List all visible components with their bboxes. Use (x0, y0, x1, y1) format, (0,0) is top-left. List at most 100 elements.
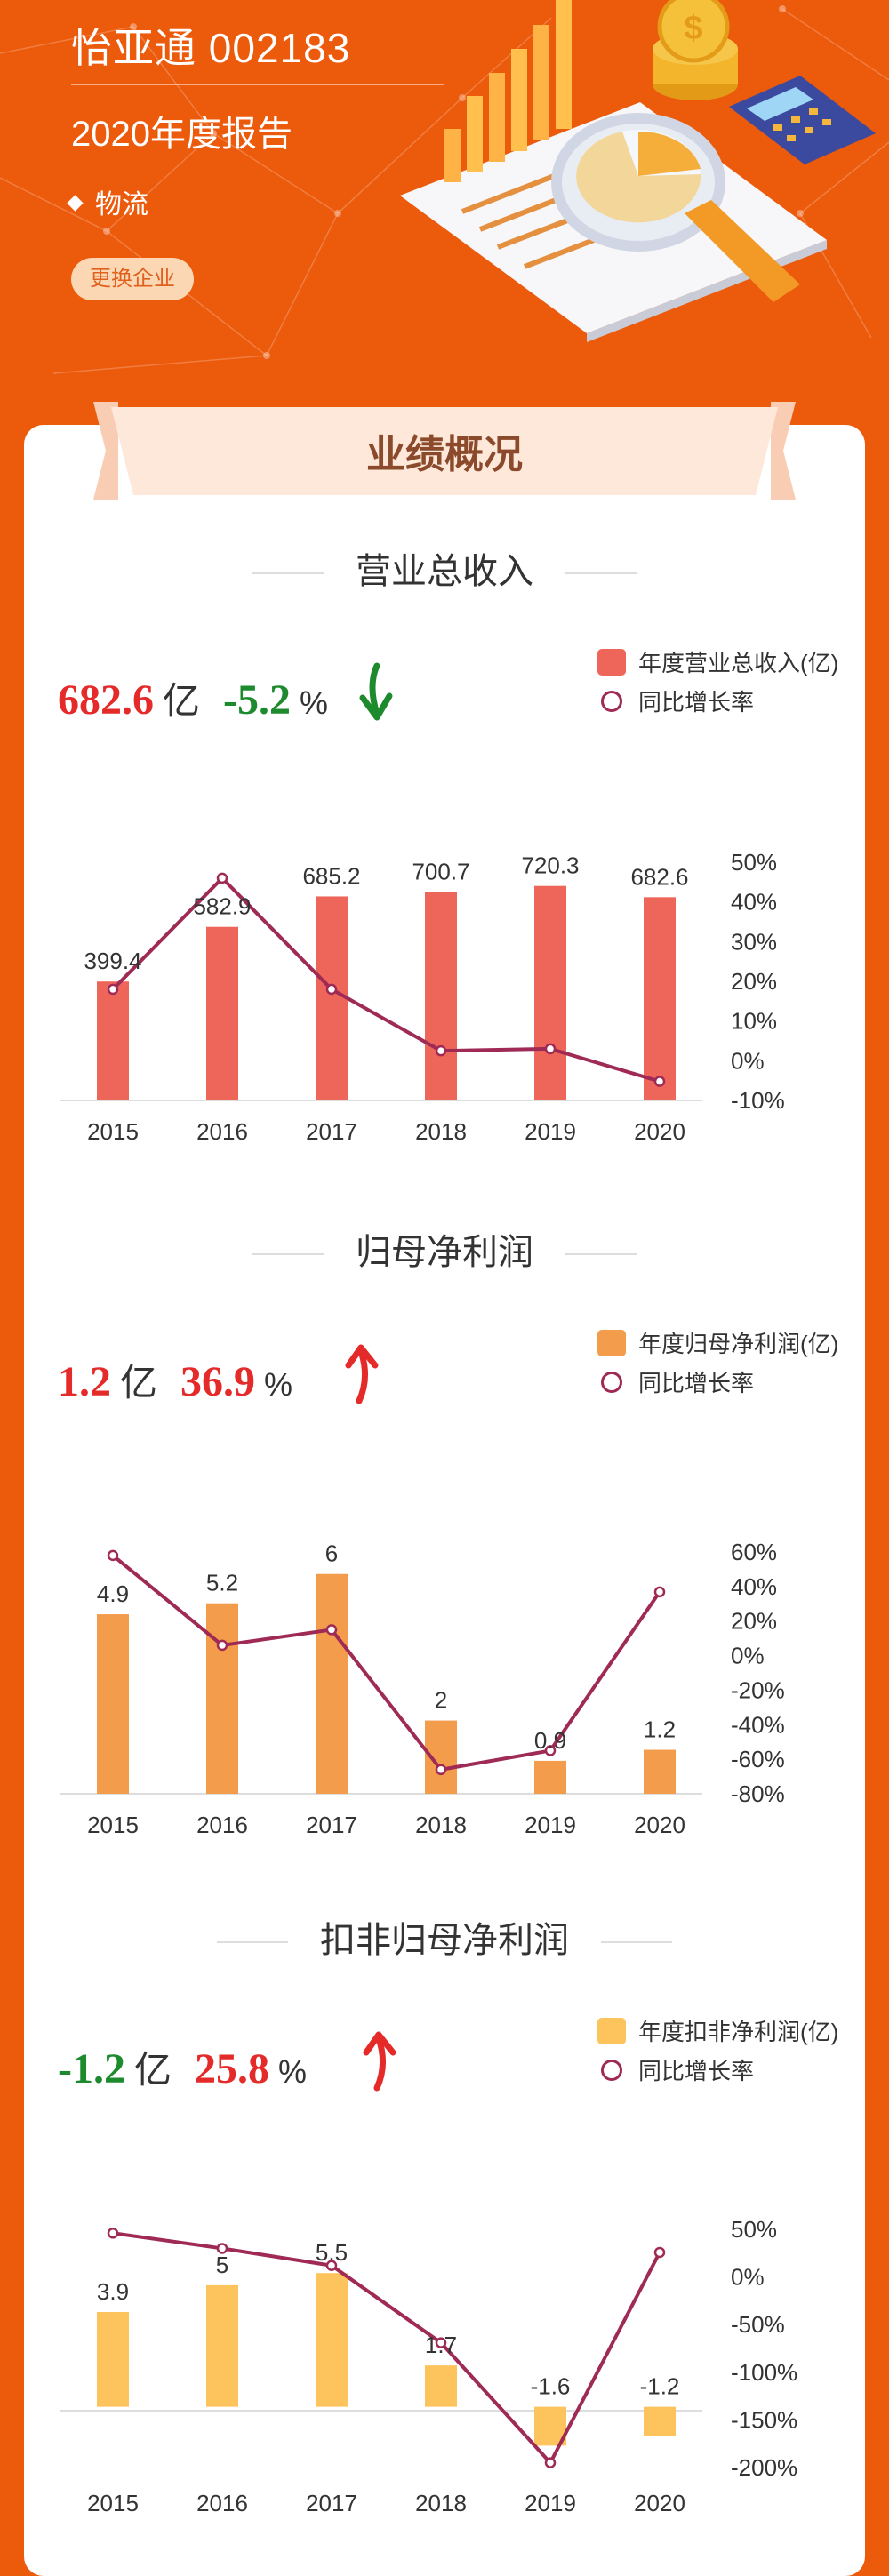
bar-2015 (97, 2311, 129, 2407)
right-tick-label: -40% (731, 1711, 785, 1738)
growth-point-2016 (216, 1639, 228, 1652)
value-label-2018: 2 (435, 1687, 447, 1714)
value-label-2020: 682.6 (630, 863, 688, 890)
value-label-2020: 1.2 (644, 1716, 676, 1743)
kpi-value: 682.6 (58, 676, 154, 724)
category-label-2017: 2017 (306, 2490, 357, 2516)
growth-point-2016 (216, 2243, 228, 2254)
value-label-2019: 0.9 (534, 1727, 566, 1754)
growth-point-2015 (107, 983, 119, 996)
change-company-button[interactable]: 更换企业 (71, 258, 194, 300)
legend-item-line: 同比增长率 (597, 1364, 838, 1403)
category-label-2019: 2019 (525, 1118, 576, 1145)
legend-line-label: 同比增长率 (638, 689, 755, 716)
right-tick-label: -10% (731, 1087, 785, 1114)
growth-point-2020 (653, 1586, 666, 1598)
kpi-unit: 亿 (133, 2049, 172, 2091)
value-label-2015: 4.9 (97, 1580, 129, 1607)
bar-2016 (206, 1603, 238, 1794)
industry-tag: 物流 (67, 182, 148, 221)
bar-2018 (425, 2365, 457, 2407)
legend-swatch (597, 649, 626, 676)
title-divider (71, 84, 444, 85)
bar-2020 (644, 1749, 676, 1794)
kpi-value: 1.2 (58, 1358, 111, 1405)
growth-point-2020 (653, 1076, 666, 1087)
value-label-2016: 5 (216, 2252, 228, 2278)
legend-item-line: 同比增长率 (597, 683, 838, 722)
legend-ring-icon (601, 2060, 622, 2082)
legend-item-line: 同比增长率 (597, 2052, 838, 2091)
chart-revenue: 399.4 582.9 685.2 700.7 720.3 682.6 2015 2016 20… (60, 849, 785, 1145)
legend-revenue: 年度营业总收入(亿) 同比增长率 (597, 644, 838, 722)
title-line-left (217, 1941, 288, 1944)
legend-bar-label: 年度营业总收入(亿) (638, 650, 839, 676)
legend-ring-icon (601, 1372, 622, 1394)
kpi-growth-unit: % (264, 1366, 293, 1403)
growth-point-2018 (435, 2337, 447, 2348)
legend-item-bar: 年度归母净利润(亿) (597, 1324, 838, 1364)
diamond-icon (67, 194, 84, 212)
bar-2017 (316, 896, 348, 1100)
growth-line (112, 2231, 661, 2465)
kpi-revenue: 682.6 亿 -5.2% (58, 671, 328, 725)
value-label-2017: 5.5 (316, 2239, 348, 2266)
bar-2020 (644, 897, 676, 1100)
category-label-2018: 2018 (415, 1812, 467, 1838)
section-title-text: 营业总收入 (356, 552, 533, 591)
right-tick-label: -100% (731, 2359, 797, 2386)
right-tick-label: 60% (731, 1539, 777, 1565)
growth-point-2017 (325, 983, 338, 996)
chart-net-profit: 4.9 5.2 6 2 0.9 1.2 2015 2016 2017 2018 2019 2020 60… (60, 1539, 785, 1838)
growth-point-2020 (653, 2246, 666, 2259)
value-label-2018: 700.7 (412, 858, 469, 884)
bar-2019 (534, 1760, 566, 1794)
legend-net-profit: 年度归母净利润(亿) 同比增长率 (597, 1324, 838, 1403)
growth-point-2019 (544, 2457, 557, 2468)
category-label-2016: 2016 (196, 1118, 248, 1145)
bar-2017 (316, 2273, 348, 2407)
bar-2017 (316, 1573, 348, 1794)
value-label-2019: 720.3 (521, 852, 579, 879)
section-title-revenue: 营业总收入 (0, 542, 889, 594)
right-tick-label: 0% (731, 1643, 765, 1669)
title-line-right (565, 572, 637, 575)
kpi-growth: 25.8 (195, 2045, 269, 2092)
category-label-2017: 2017 (306, 1812, 357, 1838)
growth-point-2019 (544, 1043, 557, 1055)
category-label-2018: 2018 (415, 2490, 467, 2516)
growth-point-2015 (107, 1549, 119, 1562)
legend-item-bar: 年度扣非净利润(亿) (597, 2012, 838, 2052)
category-label-2016: 2016 (196, 1812, 248, 1838)
legend-bar-label: 年度归母净利润(亿) (638, 1331, 839, 1357)
legend-line-label: 同比增长率 (638, 2058, 755, 2084)
bar-2016 (206, 2284, 238, 2407)
kpi-unit: 亿 (163, 680, 201, 722)
svg-text:$: $ (684, 10, 702, 47)
legend-bar-label: 年度扣非净利润(亿) (638, 2019, 839, 2045)
value-label-2019: -1.6 (531, 2373, 571, 2400)
title-line-right (601, 1941, 672, 1944)
right-tick-label: 50% (731, 849, 777, 876)
title-line-right (565, 1253, 637, 1256)
growth-point-2017 (325, 2260, 338, 2271)
legend-line-label: 同比增长率 (638, 1370, 755, 1396)
bar-2015 (97, 981, 129, 1100)
section-title-deducted-profit: 扣非归母净利润 (0, 1911, 889, 1963)
bar-2018 (425, 892, 457, 1100)
right-tick-label: 20% (731, 1608, 777, 1635)
section-title-net-profit: 归母净利润 (0, 1223, 889, 1275)
bar-2016 (206, 926, 238, 1100)
legend-item-bar: 年度营业总收入(亿) (597, 644, 838, 683)
right-tick-label: -50% (731, 2311, 785, 2338)
arrow-up-icon (363, 2031, 396, 2092)
category-label-2019: 2019 (525, 1812, 576, 1838)
header-banner: $ 怡亚通 002183 2020年度报告 物流 更换企业 (0, 0, 889, 427)
category-label-2016: 2016 (196, 2490, 248, 2516)
kpi-growth-unit: % (300, 684, 329, 721)
right-tick-label: 50% (731, 2216, 777, 2243)
growth-line (111, 1554, 661, 1772)
legend-deducted-profit: 年度扣非净利润(亿) 同比增长率 (597, 2012, 838, 2091)
growth-point-2016 (216, 872, 228, 884)
growth-line (111, 876, 661, 1084)
